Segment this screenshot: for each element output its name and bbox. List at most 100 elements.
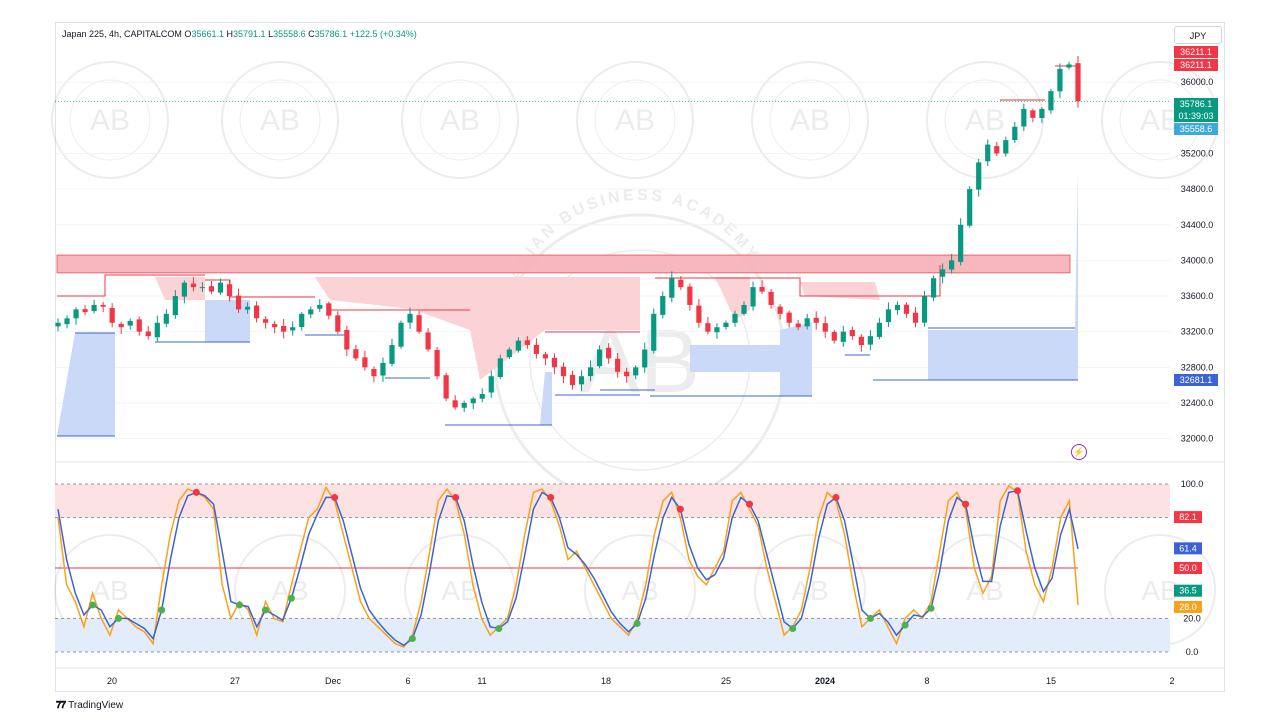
price-tick-label: 34400.0 [1181,220,1214,230]
osc-tick-label: 100.0 [1181,479,1204,489]
candle-body [714,327,720,333]
candle-body [73,309,79,319]
open-value: 35661.1 [191,29,224,39]
candle-body [199,287,206,289]
tradingview-logo[interactable]: 𝟕𝟕 TradingView [56,700,123,711]
zone-outline [655,277,880,297]
candle-body [1021,108,1027,127]
candle-body [831,331,837,341]
currency-button[interactable]: JPY [1174,26,1222,44]
watermark-ring-icon [419,79,501,161]
price-tick-label: 35200.0 [1181,148,1214,158]
candle-body [172,296,178,316]
candle-body [127,320,133,326]
zone-outline [57,274,205,297]
time-tick-label: 25 [721,676,731,686]
candle-body [389,345,395,364]
sell-signal-dot [547,493,555,501]
watermark-monogram: AB [790,104,830,137]
supply-wedge [155,277,205,300]
price-label-text: 32681.1 [1180,375,1213,385]
watermark-seal-icon [221,61,339,179]
candle-body [912,312,919,323]
candle-body [804,318,810,327]
candle-body [949,260,955,270]
candle-body [921,296,928,323]
time-axis[interactable]: 20 27 Dec 6 11 18 25 2024 8 15 2 [55,667,1225,686]
buy-signal-dot [495,624,503,632]
candle-body [109,307,115,323]
close-value: 35786.1 [314,29,348,39]
candle-body [208,286,215,292]
price-tick-label: 32400.0 [1181,398,1214,408]
buy-signal-dot [287,594,295,602]
price-tick-label: 33200.0 [1181,327,1214,337]
lightning-icon[interactable]: ⚡ [1071,444,1087,460]
buy-signal-dot [789,624,797,632]
candle-body [1039,108,1045,118]
candle-body [678,279,684,288]
candle-body [633,367,639,376]
change-value: +122.5 (+0.34%) [349,29,417,39]
price-axis[interactable]: 32000.0 32400.0 32800.0 33200.0 33600.0 34000… [1181,77,1214,443]
watermark-ring-icon [594,79,676,161]
time-tick-label: 27 [230,676,240,686]
watermark-seal-icon [51,61,169,179]
candle-body [606,347,612,359]
candle-body [578,376,585,385]
sell-signal-dot [746,500,754,508]
candle-body [651,313,657,351]
candle-body [967,189,973,226]
candle-body [326,303,332,316]
sell-signal-dot [452,493,460,501]
price-tick-label: 32000.0 [1181,434,1214,444]
supply-wedge [800,282,880,300]
candle-body [930,278,937,298]
candle-body [100,304,106,307]
candle-body [533,344,540,354]
price-label-box [1174,110,1218,122]
sell-signal-dot [331,493,339,501]
watermark-seal-icon [576,61,694,179]
price-tick-label: 34000.0 [1181,255,1214,265]
candle-body [596,349,603,367]
demand-zone [780,322,812,396]
buy-signal-dot [236,601,244,609]
candle-body [615,358,621,372]
candle-body [669,278,675,298]
candle-body [308,309,314,315]
time-tick-label: 2024 [815,676,835,686]
candle-body [777,306,783,314]
candle-body [696,305,702,323]
time-tick-label: 18 [601,676,611,686]
price-tick-label: 36000.0 [1181,77,1214,87]
buy-signal-dot [927,604,935,612]
time-tick-label: 20 [107,676,117,686]
candle-body [840,331,846,342]
candle-body [867,336,873,345]
candle-body [660,296,666,315]
candle-body [290,327,296,331]
candle-body [253,305,260,319]
candle-body [55,322,61,327]
candle-body [235,295,242,310]
candle-body [353,349,359,359]
candle-body [488,376,494,393]
candle-body [272,324,278,328]
oscillator-pane [55,483,1170,653]
time-tick-label: 8 [924,676,929,686]
candle-body [344,329,350,350]
oversold-band [55,618,1170,652]
watermark-monogram: AB [965,104,1005,137]
price-label-text: 35786.1 [1180,99,1213,109]
candle-body [768,291,774,305]
candle-body [226,284,233,297]
candle-body [813,317,819,323]
price-label-text: 36211.1 [1180,60,1212,70]
price-label-box [1174,46,1218,58]
candle-body [434,350,440,377]
candle-body [244,306,251,310]
logo-text: TradingView [68,700,124,711]
osc-value-box [1174,600,1202,613]
